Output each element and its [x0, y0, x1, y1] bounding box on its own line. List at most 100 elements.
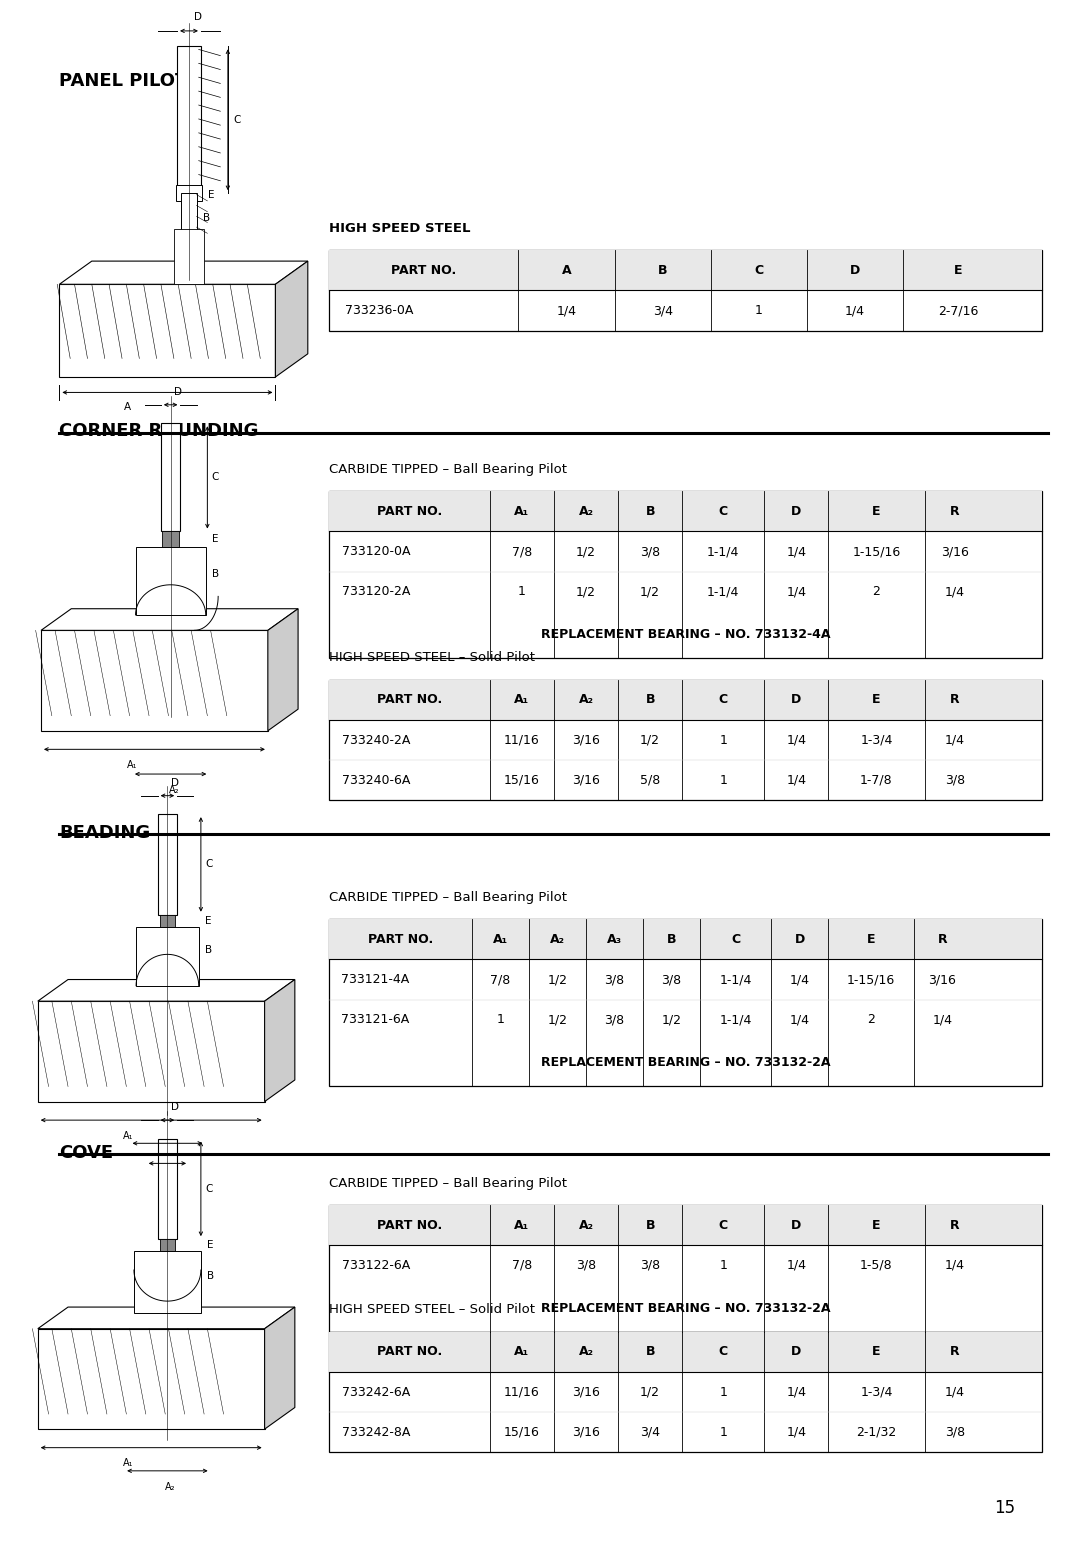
Text: 1/2: 1/2 — [662, 1014, 681, 1026]
Text: 1-1/4: 1-1/4 — [719, 1014, 752, 1026]
Text: C: C — [212, 473, 219, 482]
Text: 1/2: 1/2 — [640, 734, 660, 746]
Bar — [329, 680, 1042, 800]
Text: D: D — [792, 505, 801, 518]
Text: 1/4: 1/4 — [786, 734, 807, 746]
Polygon shape — [275, 261, 308, 377]
Bar — [329, 1332, 1042, 1372]
Text: 1/4: 1/4 — [945, 1259, 964, 1272]
Text: CARBIDE TIPPED – Ball Bearing Pilot: CARBIDE TIPPED – Ball Bearing Pilot — [329, 891, 567, 904]
Text: 3/16: 3/16 — [572, 1386, 600, 1398]
Text: 1/4: 1/4 — [945, 586, 964, 598]
Text: CORNER ROUNDING: CORNER ROUNDING — [59, 422, 259, 440]
Polygon shape — [59, 261, 308, 284]
Text: 1: 1 — [719, 1386, 727, 1398]
Text: 1-1/4: 1-1/4 — [719, 973, 752, 986]
Text: 3/8: 3/8 — [945, 1426, 964, 1438]
Text: BEADING: BEADING — [59, 823, 150, 842]
Bar — [177, 46, 201, 193]
Text: D: D — [171, 779, 178, 788]
Text: 1/4: 1/4 — [786, 545, 807, 558]
Text: B: B — [203, 213, 211, 222]
Text: C: C — [718, 505, 728, 518]
Polygon shape — [38, 1307, 295, 1329]
Text: B: B — [658, 264, 667, 277]
Bar — [329, 1332, 1042, 1452]
Text: C: C — [718, 1346, 728, 1358]
Text: E: E — [205, 916, 212, 925]
Text: R: R — [950, 505, 960, 518]
Text: REPLACEMENT BEARING – NO. 733132-4A: REPLACEMENT BEARING – NO. 733132-4A — [541, 629, 831, 641]
Text: 3/8: 3/8 — [640, 545, 660, 558]
Text: 15/16: 15/16 — [504, 774, 540, 786]
Text: 11/16: 11/16 — [504, 734, 540, 746]
Text: 733121-4A: 733121-4A — [341, 973, 409, 986]
Text: B: B — [646, 694, 654, 706]
Text: 1-3/4: 1-3/4 — [861, 734, 893, 746]
Text: A₂: A₂ — [550, 933, 565, 946]
Text: REPLACEMENT BEARING – NO. 733132-2A: REPLACEMENT BEARING – NO. 733132-2A — [541, 1057, 831, 1069]
Text: 1: 1 — [497, 1014, 504, 1026]
Text: A: A — [124, 402, 132, 411]
Text: E: E — [208, 190, 215, 199]
Text: R: R — [937, 933, 947, 946]
Text: A₁: A₁ — [123, 1458, 134, 1468]
Bar — [329, 919, 1042, 1086]
Bar — [329, 1205, 1042, 1332]
Text: 1/4: 1/4 — [786, 774, 807, 786]
Text: A₁: A₁ — [123, 1131, 134, 1140]
Text: HIGH SPEED STEEL: HIGH SPEED STEEL — [329, 222, 471, 235]
Text: 1-3/4: 1-3/4 — [861, 1386, 893, 1398]
Text: C: C — [718, 694, 728, 706]
Text: 1/4: 1/4 — [945, 1386, 964, 1398]
Text: D: D — [194, 12, 202, 22]
Text: 7/8: 7/8 — [512, 545, 532, 558]
Text: B: B — [646, 505, 654, 518]
Text: 7/8: 7/8 — [490, 973, 511, 986]
Text: 1-15/16: 1-15/16 — [852, 545, 901, 558]
Text: 1: 1 — [719, 774, 727, 786]
Text: A₂: A₂ — [579, 1346, 594, 1358]
Text: 3/4: 3/4 — [640, 1426, 660, 1438]
Text: 1/2: 1/2 — [576, 545, 596, 558]
Text: 5/8: 5/8 — [640, 774, 660, 786]
Text: 3/8: 3/8 — [576, 1259, 596, 1272]
Text: CARBIDE TIPPED – Ball Bearing Pilot: CARBIDE TIPPED – Ball Bearing Pilot — [329, 1177, 567, 1190]
Bar — [329, 680, 1042, 720]
Text: D: D — [792, 1219, 801, 1231]
Text: R: R — [950, 1346, 960, 1358]
Text: A₂: A₂ — [165, 1154, 176, 1163]
Text: A₁: A₁ — [514, 1219, 529, 1231]
Polygon shape — [181, 243, 197, 277]
Bar — [136, 547, 205, 615]
Text: A₁: A₁ — [492, 933, 508, 946]
Bar — [329, 250, 1042, 290]
Bar — [38, 1329, 265, 1429]
Bar — [41, 630, 268, 731]
Polygon shape — [38, 980, 295, 1001]
Text: 733240-2A: 733240-2A — [342, 734, 410, 746]
Text: E: E — [873, 505, 880, 518]
Text: B: B — [646, 1346, 654, 1358]
Bar — [329, 250, 1042, 331]
Text: 3/4: 3/4 — [652, 304, 673, 317]
Text: PART NO.: PART NO. — [377, 1346, 442, 1358]
Text: 1/2: 1/2 — [548, 973, 567, 986]
Text: D: D — [171, 1103, 178, 1112]
Text: 3/16: 3/16 — [572, 1426, 600, 1438]
Polygon shape — [268, 609, 298, 731]
Text: D: D — [795, 933, 805, 946]
Text: 3/16: 3/16 — [929, 973, 957, 986]
Text: A₃: A₃ — [607, 933, 622, 946]
Text: 1/4: 1/4 — [789, 973, 810, 986]
Bar — [329, 919, 1042, 959]
Text: 3/8: 3/8 — [945, 774, 964, 786]
Text: A₂: A₂ — [579, 505, 594, 518]
Bar — [158, 814, 177, 915]
Text: 3/8: 3/8 — [640, 1259, 660, 1272]
Text: D: D — [792, 694, 801, 706]
Text: 3/8: 3/8 — [661, 973, 681, 986]
Text: 3/16: 3/16 — [572, 734, 600, 746]
Text: 3/8: 3/8 — [605, 1014, 624, 1026]
Text: 1/2: 1/2 — [576, 586, 596, 598]
